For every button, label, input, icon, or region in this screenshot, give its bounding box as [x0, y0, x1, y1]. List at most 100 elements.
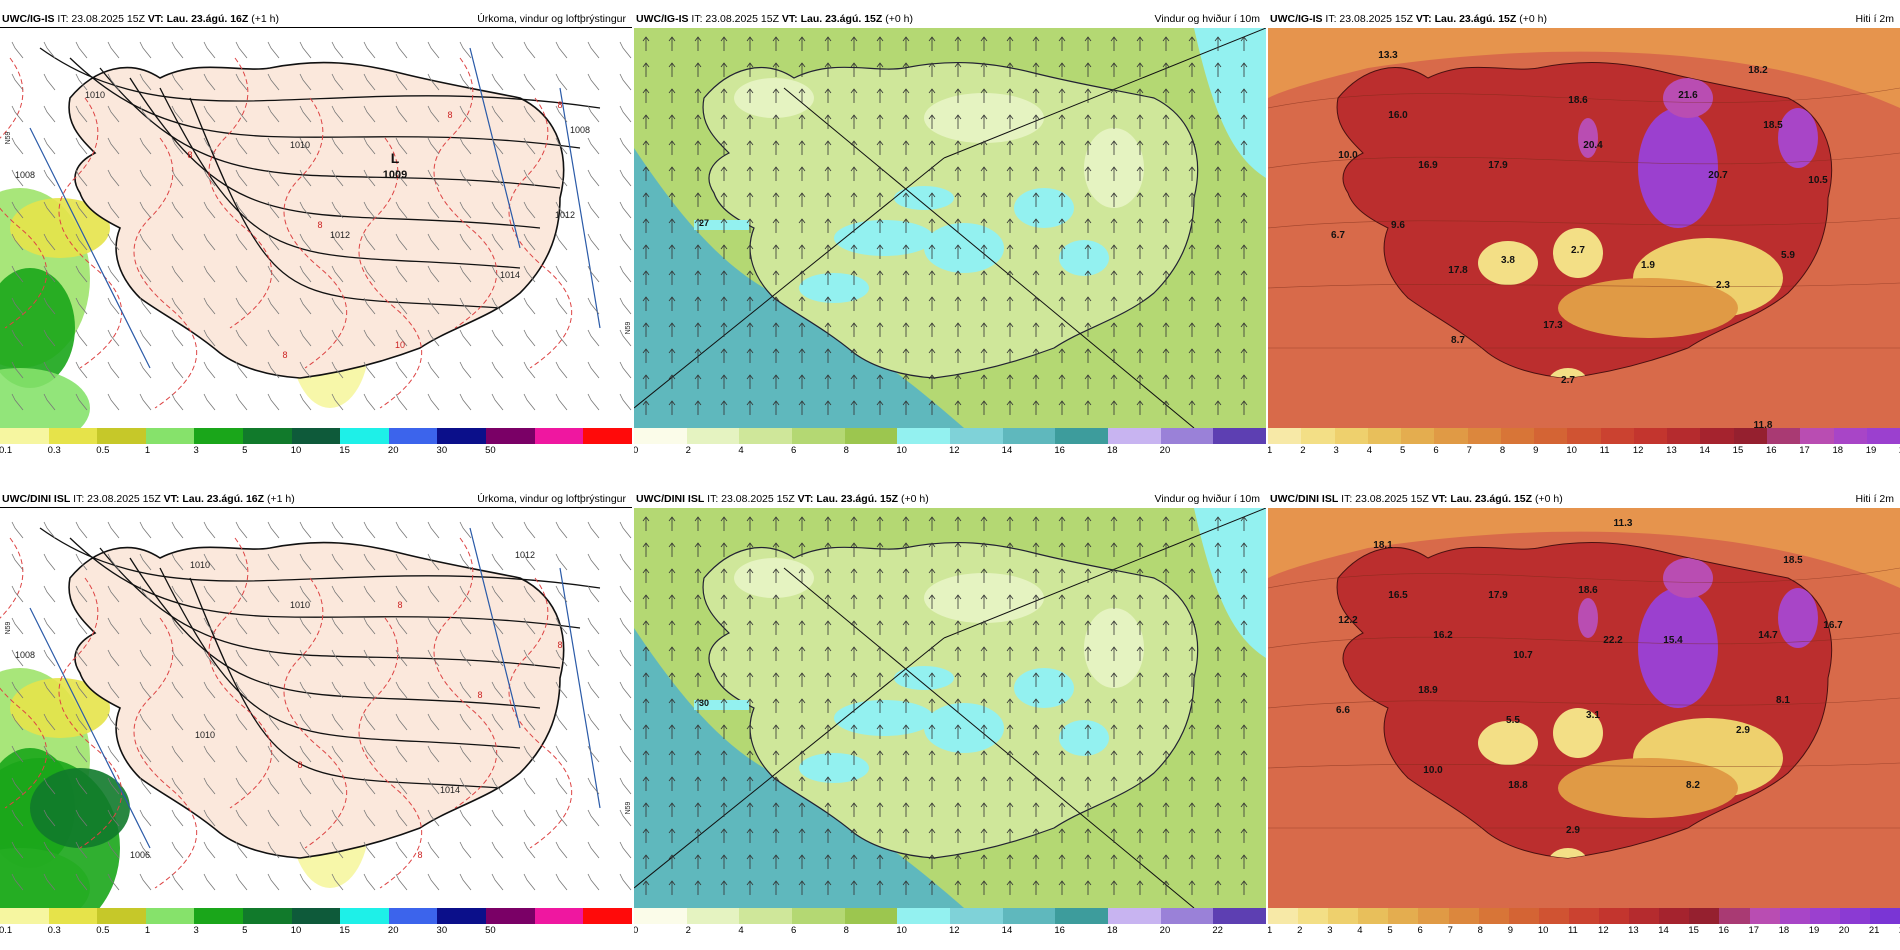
wind-barb: [75, 201, 88, 219]
wind-arrow: [1058, 854, 1066, 869]
wind-arrow: [798, 400, 806, 415]
wind-barb: [139, 873, 152, 891]
wind-arrow: [980, 854, 988, 869]
wind-barb: [619, 809, 632, 827]
wind-barb: [203, 521, 216, 539]
legend-swatch: [1467, 428, 1501, 444]
wind-barb: [171, 233, 184, 251]
legend-tick-label: 7: [1447, 925, 1453, 936]
map-value-label: 5.9: [1781, 250, 1795, 261]
wind-arrow: [902, 516, 910, 531]
map-value-label: 1010: [85, 90, 105, 100]
legend-tick-label: 10: [1566, 445, 1577, 456]
wind-barb: [331, 201, 344, 219]
wind-arrow: [772, 620, 780, 635]
temperature-field-warm: [1638, 108, 1718, 228]
wind-arrow: [850, 880, 858, 895]
wind-arrow: [1006, 140, 1014, 155]
wind-arrow: [980, 776, 988, 791]
legend-swatches: [1268, 428, 1900, 444]
map-value-label: 1009: [383, 169, 407, 181]
wind-barb: [523, 617, 536, 635]
wind-arrow: [1032, 322, 1040, 337]
wind-arrow: [1214, 620, 1222, 635]
wind-barb: [427, 585, 440, 603]
isobar-line: [39, 47, 601, 109]
wind-barb: [235, 841, 248, 859]
wind-arrow: [902, 114, 910, 129]
grid-line: [29, 607, 151, 849]
wind-barb: [395, 297, 408, 315]
map-value-label: 1014: [500, 270, 520, 280]
wind-arrow: [980, 296, 988, 311]
wind-arrow: [876, 542, 884, 557]
panel-header: UWC/DINI ISL IT: 23.08.2025 15Z VT: Lau.…: [0, 490, 632, 508]
legend-tick-label: 1: [1268, 445, 1273, 456]
wind-arrow: [1032, 192, 1040, 207]
wind-arrow: [824, 36, 832, 51]
wind-barb: [203, 265, 216, 283]
wind-arrow: [850, 244, 858, 259]
wind-barb: [43, 777, 56, 795]
legend-tick-label: 9: [1507, 925, 1514, 936]
legend-swatch: [97, 428, 146, 444]
legend-swatch: [1749, 908, 1780, 924]
wind-barb: [203, 873, 216, 891]
wind-arrow: [1006, 296, 1014, 311]
wind-barb: [619, 521, 632, 539]
isobar-line: [39, 527, 601, 589]
wind-barb: [363, 649, 376, 667]
wind-arrow: [824, 322, 832, 337]
wind-arrow: [1188, 854, 1196, 869]
wind-barb: [555, 585, 568, 603]
wind-barb: [299, 617, 312, 635]
wind-barb: [235, 169, 248, 187]
wind-arrow: [1214, 724, 1222, 739]
wind-arrow: [694, 322, 702, 337]
wind-barb: [587, 297, 600, 315]
map-panel: UWC/IG-IS IT: 23.08.2025 15Z VT: Lau. 23…: [0, 10, 632, 470]
wind-arrow: [1006, 166, 1014, 181]
wind-barb: [363, 73, 376, 91]
wind-arrow: [642, 646, 650, 661]
map-value-label: 1012: [515, 550, 535, 560]
wind-arrow: [1214, 114, 1222, 129]
wind-barb: [363, 137, 376, 155]
wind-arrow: [928, 296, 936, 311]
wind-barb: [11, 201, 24, 219]
wind-arrow: [1188, 724, 1196, 739]
legend-swatch: [243, 908, 292, 924]
isotherm-line: [1268, 217, 1900, 229]
wind-arrow: [720, 400, 728, 415]
wind-barb: [235, 201, 248, 219]
wind-arrow: [1162, 750, 1170, 765]
map-value-label: 12.2: [1338, 615, 1358, 626]
legend-swatch: [1418, 908, 1449, 924]
wind-barb: [203, 841, 216, 859]
wind-arrow: [746, 750, 754, 765]
wind-arrow: [1162, 192, 1170, 207]
wind-arrow: [1110, 218, 1118, 233]
wind-arrow: [772, 140, 780, 155]
wind-barb: [587, 873, 600, 891]
wind-barb: [139, 617, 152, 635]
wind-arrow: [850, 62, 858, 77]
valid-time: VT: Lau. 23.ágú. 15Z: [781, 13, 883, 25]
grid-line: [783, 567, 1195, 908]
legend-swatch: [1633, 428, 1668, 444]
map-value-label: 16.5: [1388, 590, 1408, 601]
wind-arrow: [824, 750, 832, 765]
legend-tick-label: 0: [634, 445, 639, 456]
wind-arrow: [902, 802, 910, 817]
wind-barb: [363, 841, 376, 859]
wind-barb: [491, 553, 504, 571]
map-value-label: 10.7: [1513, 650, 1533, 661]
wind-arrow: [928, 516, 936, 531]
isobar-line: [69, 537, 581, 629]
wind-arrow: [1084, 828, 1092, 843]
model-name: UWC/DINI ISL: [2, 493, 71, 505]
valid-time: VT: Lau. 23.ágú. 16Z: [147, 13, 249, 25]
wind-arrow: [720, 244, 728, 259]
wind-arrow: [1058, 88, 1066, 103]
wind-arrow: [1006, 802, 1014, 817]
